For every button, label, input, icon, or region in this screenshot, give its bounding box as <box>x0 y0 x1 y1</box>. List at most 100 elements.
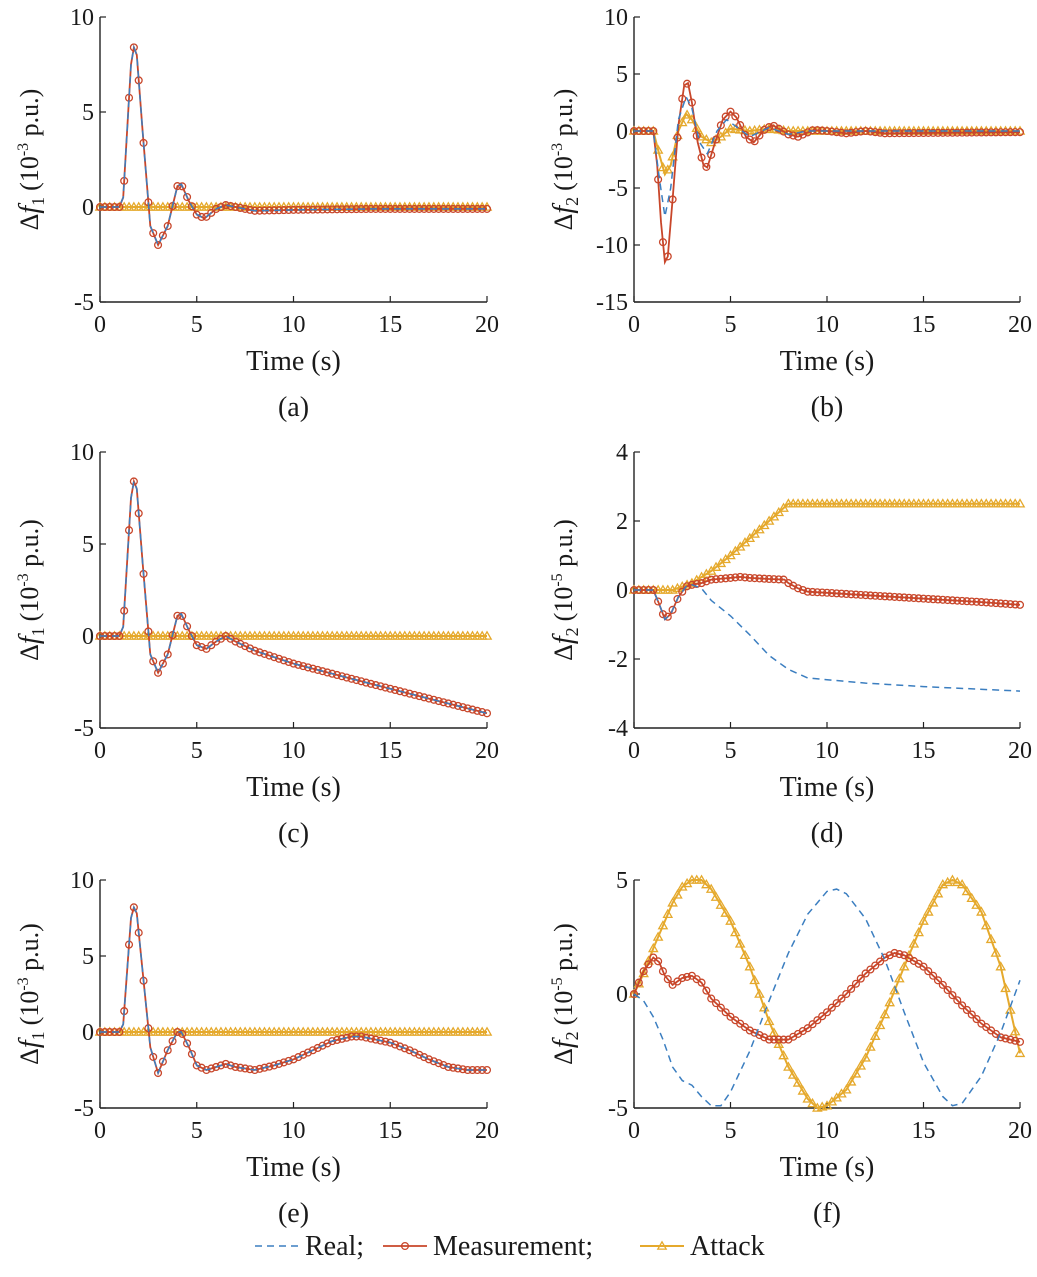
measurement-marker <box>919 594 928 603</box>
measurement-marker <box>929 971 938 980</box>
measurement-marker <box>721 1008 730 1017</box>
measurement-marker <box>212 204 221 213</box>
measurement-marker <box>149 657 158 666</box>
measurement-marker <box>381 683 390 692</box>
x-tick-label: 5 <box>725 1118 737 1144</box>
attack-marker <box>676 116 688 127</box>
legend-label-attack: Attack <box>690 1231 765 1262</box>
attack-marker <box>763 1015 775 1026</box>
attack-marker <box>715 899 727 909</box>
attack-marker <box>744 961 756 971</box>
measurement-marker <box>962 597 971 606</box>
y-axis-label: Δf1 (10-3 p.u.) <box>14 923 48 1065</box>
measurement-marker <box>183 1039 192 1048</box>
measurement-marker <box>313 665 322 674</box>
y-label-exponent: -5 <box>549 573 566 586</box>
x-tick-label: 20 <box>1008 738 1032 764</box>
measurement-marker <box>876 957 885 966</box>
measurement-marker <box>914 128 923 138</box>
measurement-marker <box>265 651 274 660</box>
x-axis-label: Time (s) <box>246 1152 341 1183</box>
attack-marker <box>778 1050 789 1060</box>
measurement-marker <box>745 573 754 582</box>
measurement-marker <box>187 631 196 641</box>
measurement-marker <box>453 701 463 710</box>
measurement-marker <box>158 659 167 668</box>
measurement-marker <box>245 644 255 653</box>
attack-marker <box>995 961 1007 971</box>
measurement-marker <box>424 1055 434 1064</box>
y-tick-label: -5 <box>74 716 94 742</box>
measurement-marker <box>654 175 663 184</box>
measurement-marker <box>779 1035 788 1044</box>
measurement-marker <box>697 153 706 162</box>
measurement-marker <box>967 1010 976 1019</box>
measurement-marker <box>129 43 138 52</box>
measurement-marker <box>760 1033 769 1042</box>
attack-marker <box>807 1097 818 1108</box>
measurement-marker <box>207 1064 216 1073</box>
y-label-unit-close: p.u.) <box>549 923 578 977</box>
measurement-marker <box>924 967 933 976</box>
measurement-marker <box>900 129 909 138</box>
measurement-marker <box>726 107 735 116</box>
measurement-marker <box>707 150 716 159</box>
series-attack <box>628 498 1026 594</box>
attack-marker <box>647 942 659 953</box>
measurement-marker <box>972 128 981 137</box>
y-axis-label: Δf2 (10-3 p.u.) <box>548 89 582 231</box>
attack-marker <box>860 1052 871 1062</box>
y-tick-label: 10 <box>604 5 628 31</box>
measurement-marker <box>1006 1035 1015 1044</box>
measurement-marker <box>933 595 943 604</box>
attack-marker <box>1014 498 1026 508</box>
measurement-marker <box>837 589 846 598</box>
measurement-marker <box>284 1056 293 1065</box>
measurement-marker <box>948 991 957 1000</box>
attack-marker <box>725 915 736 925</box>
attack-marker <box>894 973 905 983</box>
y-axis-label: Δf2 (10-5 p.u.) <box>548 923 582 1065</box>
legend-label-real: Real; <box>305 1231 364 1262</box>
x-tick-label: 5 <box>191 1118 203 1144</box>
measurement-marker <box>420 1053 429 1062</box>
measurement-marker <box>933 976 943 985</box>
y-tick-label: 10 <box>70 440 94 466</box>
measurement-marker <box>168 1037 177 1046</box>
measurement-marker <box>702 577 711 586</box>
y-tick-label: 10 <box>70 868 94 894</box>
measurement-marker <box>274 654 284 663</box>
measurement-marker <box>977 128 986 137</box>
measurement-marker <box>654 957 663 966</box>
measurement-marker <box>880 129 889 138</box>
series-attack <box>628 874 1026 1112</box>
measurement-marker <box>818 1012 827 1021</box>
measurement-marker <box>895 129 904 138</box>
measurement-marker <box>726 573 735 582</box>
attack-marker <box>701 134 712 144</box>
y-label-unit-close: p.u.) <box>15 519 44 573</box>
attack-marker <box>739 949 751 960</box>
measurement-marker <box>270 653 279 662</box>
measurement-marker <box>644 960 653 969</box>
measurement-marker <box>919 128 928 138</box>
measurement-marker <box>948 596 957 605</box>
measurement-marker <box>323 668 332 677</box>
measurement-marker <box>395 687 404 696</box>
attack-marker <box>720 907 731 917</box>
x-tick-label: 15 <box>378 312 402 338</box>
measurement-marker <box>842 129 851 138</box>
measurement-marker <box>1001 599 1010 608</box>
measurement-marker <box>149 229 158 238</box>
measurement-marker <box>482 709 492 718</box>
measurement-marker <box>996 1033 1005 1042</box>
y-label-subscript: 1 <box>28 197 48 206</box>
measurement-marker <box>376 682 385 691</box>
x-tick-label: 15 <box>912 312 936 338</box>
measurement-marker <box>294 1053 303 1062</box>
real-line <box>100 905 487 1076</box>
measurement-marker <box>323 1039 332 1048</box>
x-tick-label: 15 <box>378 1118 402 1144</box>
y-tick-label: -15 <box>596 290 628 316</box>
